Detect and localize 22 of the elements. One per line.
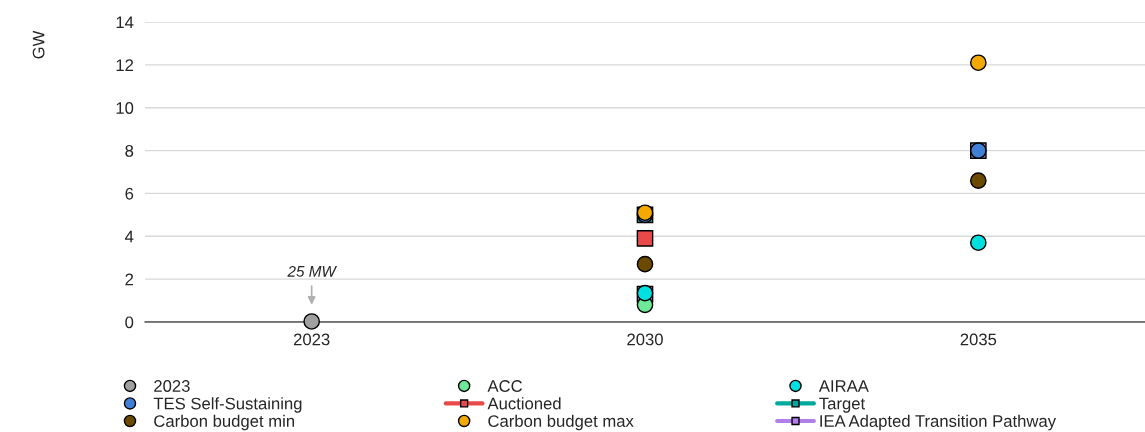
legend-label: Target [819,397,866,413]
y-axis-title: GW [32,30,45,59]
legend-label: AIRAA [818,380,869,392]
legend-label: Carbon budget min [154,414,295,431]
legend-label: ACC [487,380,523,392]
y-tick-label: 4 [125,230,134,243]
x-tick-label: 2023 [293,333,330,346]
y-tick-label: 12 [116,59,134,71]
y-tick-label: 2 [125,273,134,286]
legend-label: IEA Adapted Transition Pathway [820,414,1057,431]
legend-label: TES Self-Sustaining [153,397,302,413]
x-tick-label: 2030 [627,333,663,346]
annotation: 25 MW [287,265,338,277]
y-tick-label: 14 [116,16,134,29]
y-tick-label: 0 [125,316,134,329]
legend-label: Carbon budget max [488,414,634,431]
legend-label: 2023 [154,380,190,392]
legend-label: Auctioned [487,397,561,410]
y-tick-label: 6 [125,187,134,200]
y-tick-label: 10 [116,102,134,114]
y-tick-label: 8 [125,144,134,157]
x-tick-label: 2035 [960,333,997,346]
